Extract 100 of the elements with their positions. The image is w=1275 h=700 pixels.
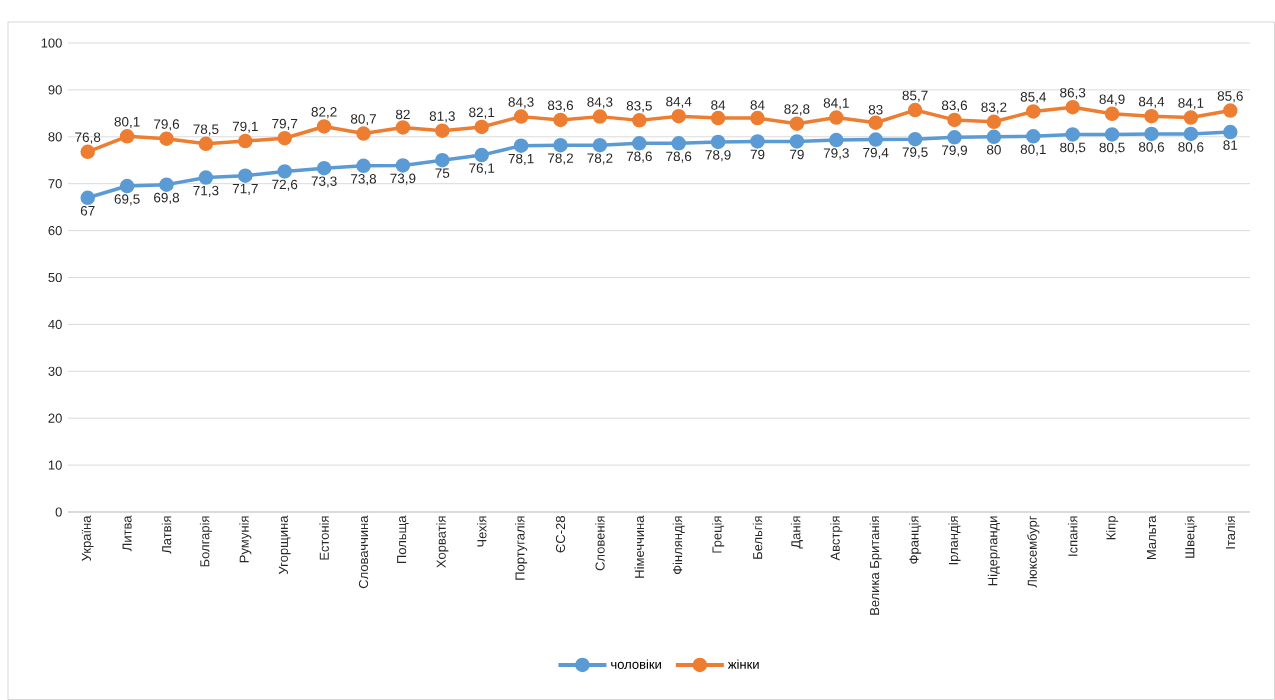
x-tick-label: Кіпр <box>1106 516 1119 540</box>
point <box>789 116 805 131</box>
data-label: 82,8 <box>784 104 810 116</box>
point <box>671 108 686 124</box>
data-label: 85,6 <box>1217 91 1243 103</box>
point <box>553 112 568 128</box>
point <box>198 170 214 185</box>
data-label: 78,5 <box>193 124 219 136</box>
data-label: 83,6 <box>941 100 968 112</box>
legend-label: жінки <box>727 659 759 669</box>
y-tick-label: 100 <box>41 38 62 48</box>
data-label: 79,1 <box>232 121 258 133</box>
x-tick-label: Литва <box>122 515 132 552</box>
data-label: 80,6 <box>1178 142 1204 154</box>
data-label: 84 <box>750 100 765 110</box>
x-tick-label: Бельгія <box>752 516 763 559</box>
data-label: 79,9 <box>942 145 967 157</box>
data-label: 84,9 <box>1099 94 1125 106</box>
x-tick-label: Україна <box>81 515 94 562</box>
point <box>474 147 489 163</box>
y-tick-label: 0 <box>55 507 62 517</box>
point <box>947 112 962 128</box>
y-tick-label: 20 <box>48 413 62 423</box>
point <box>356 126 371 141</box>
x-tick-label: Німеччина <box>634 515 645 578</box>
point <box>1223 124 1238 140</box>
x-tick-label: Фінляндія <box>672 516 685 575</box>
x-tick-label: Велика Британія <box>869 516 882 615</box>
data-label: 79 <box>790 149 804 160</box>
point <box>80 144 95 160</box>
point <box>829 110 844 125</box>
data-label: 72,6 <box>272 179 298 191</box>
x-tick-label: Люксембург <box>1027 515 1040 588</box>
point <box>829 132 844 148</box>
data-label: 79 <box>750 149 765 160</box>
x-tick-label: Португалія <box>515 516 528 580</box>
point <box>119 129 135 144</box>
data-label: 80,1 <box>114 116 140 129</box>
point <box>435 123 450 138</box>
point <box>750 110 765 126</box>
point <box>1223 103 1238 118</box>
data-label: 78,2 <box>587 153 613 165</box>
data-label: 80,7 <box>350 114 376 126</box>
point <box>986 129 1002 145</box>
data-label: 81 <box>1223 140 1238 150</box>
point <box>1026 104 1041 119</box>
data-label: 71,3 <box>193 185 219 197</box>
data-label: 79,7 <box>272 118 298 130</box>
x-tick-label: Іспанія <box>1067 516 1078 556</box>
point <box>592 137 608 153</box>
data-label: 76,1 <box>469 163 495 175</box>
y-tick-label: 90 <box>48 85 62 95</box>
data-label: 73,3 <box>311 176 337 188</box>
data-label: 84 <box>711 100 726 110</box>
data-label: 78,2 <box>548 153 573 165</box>
data-label: 78,6 <box>626 151 652 163</box>
data-label: 78,9 <box>705 150 731 162</box>
point <box>238 168 253 183</box>
point <box>474 119 489 135</box>
data-label: 82 <box>395 109 410 120</box>
point <box>868 115 883 130</box>
point <box>868 132 883 147</box>
point <box>1104 127 1120 142</box>
x-tick-label: Мальта <box>1146 515 1157 560</box>
point <box>907 102 923 118</box>
data-label: 79,4 <box>863 147 889 159</box>
x-tick-label: Франція <box>909 516 922 564</box>
point <box>395 120 411 135</box>
point <box>986 114 1002 130</box>
point <box>710 110 726 126</box>
data-label: 82,2 <box>311 107 337 119</box>
data-label: 78,6 <box>666 151 692 163</box>
point <box>592 109 608 124</box>
data-label: 73,8 <box>351 174 377 186</box>
point <box>1026 129 1041 144</box>
data-label: 73,9 <box>390 173 416 185</box>
x-tick-label: Ірландія <box>948 516 961 565</box>
point <box>159 131 174 146</box>
data-label: 85,4 <box>1020 92 1047 104</box>
data-label: 84,4 <box>666 96 692 108</box>
data-label: 80 <box>986 144 1001 155</box>
y-tick-label: 30 <box>48 366 62 376</box>
point <box>119 178 135 194</box>
y-tick-label: 60 <box>48 225 62 236</box>
point <box>710 134 726 150</box>
data-label: 76,8 <box>75 132 101 144</box>
point <box>1065 99 1080 115</box>
x-tick-label: Італія <box>1225 516 1236 549</box>
data-label: 80,5 <box>1060 142 1086 154</box>
x-tick-label: Греція <box>712 516 725 553</box>
x-tick-label: Хорватія <box>436 516 449 568</box>
data-label: 67 <box>80 205 95 216</box>
data-label: 84,3 <box>587 97 613 109</box>
data-label: 80,6 <box>1138 142 1165 154</box>
data-label: 86,3 <box>1060 87 1086 100</box>
y-tick-label: 80 <box>48 132 62 142</box>
y-tick-label: 40 <box>48 319 62 329</box>
data-label: 85,7 <box>902 90 928 102</box>
data-label: 79,3 <box>823 148 849 160</box>
x-tick-label: Чехія <box>476 516 487 547</box>
